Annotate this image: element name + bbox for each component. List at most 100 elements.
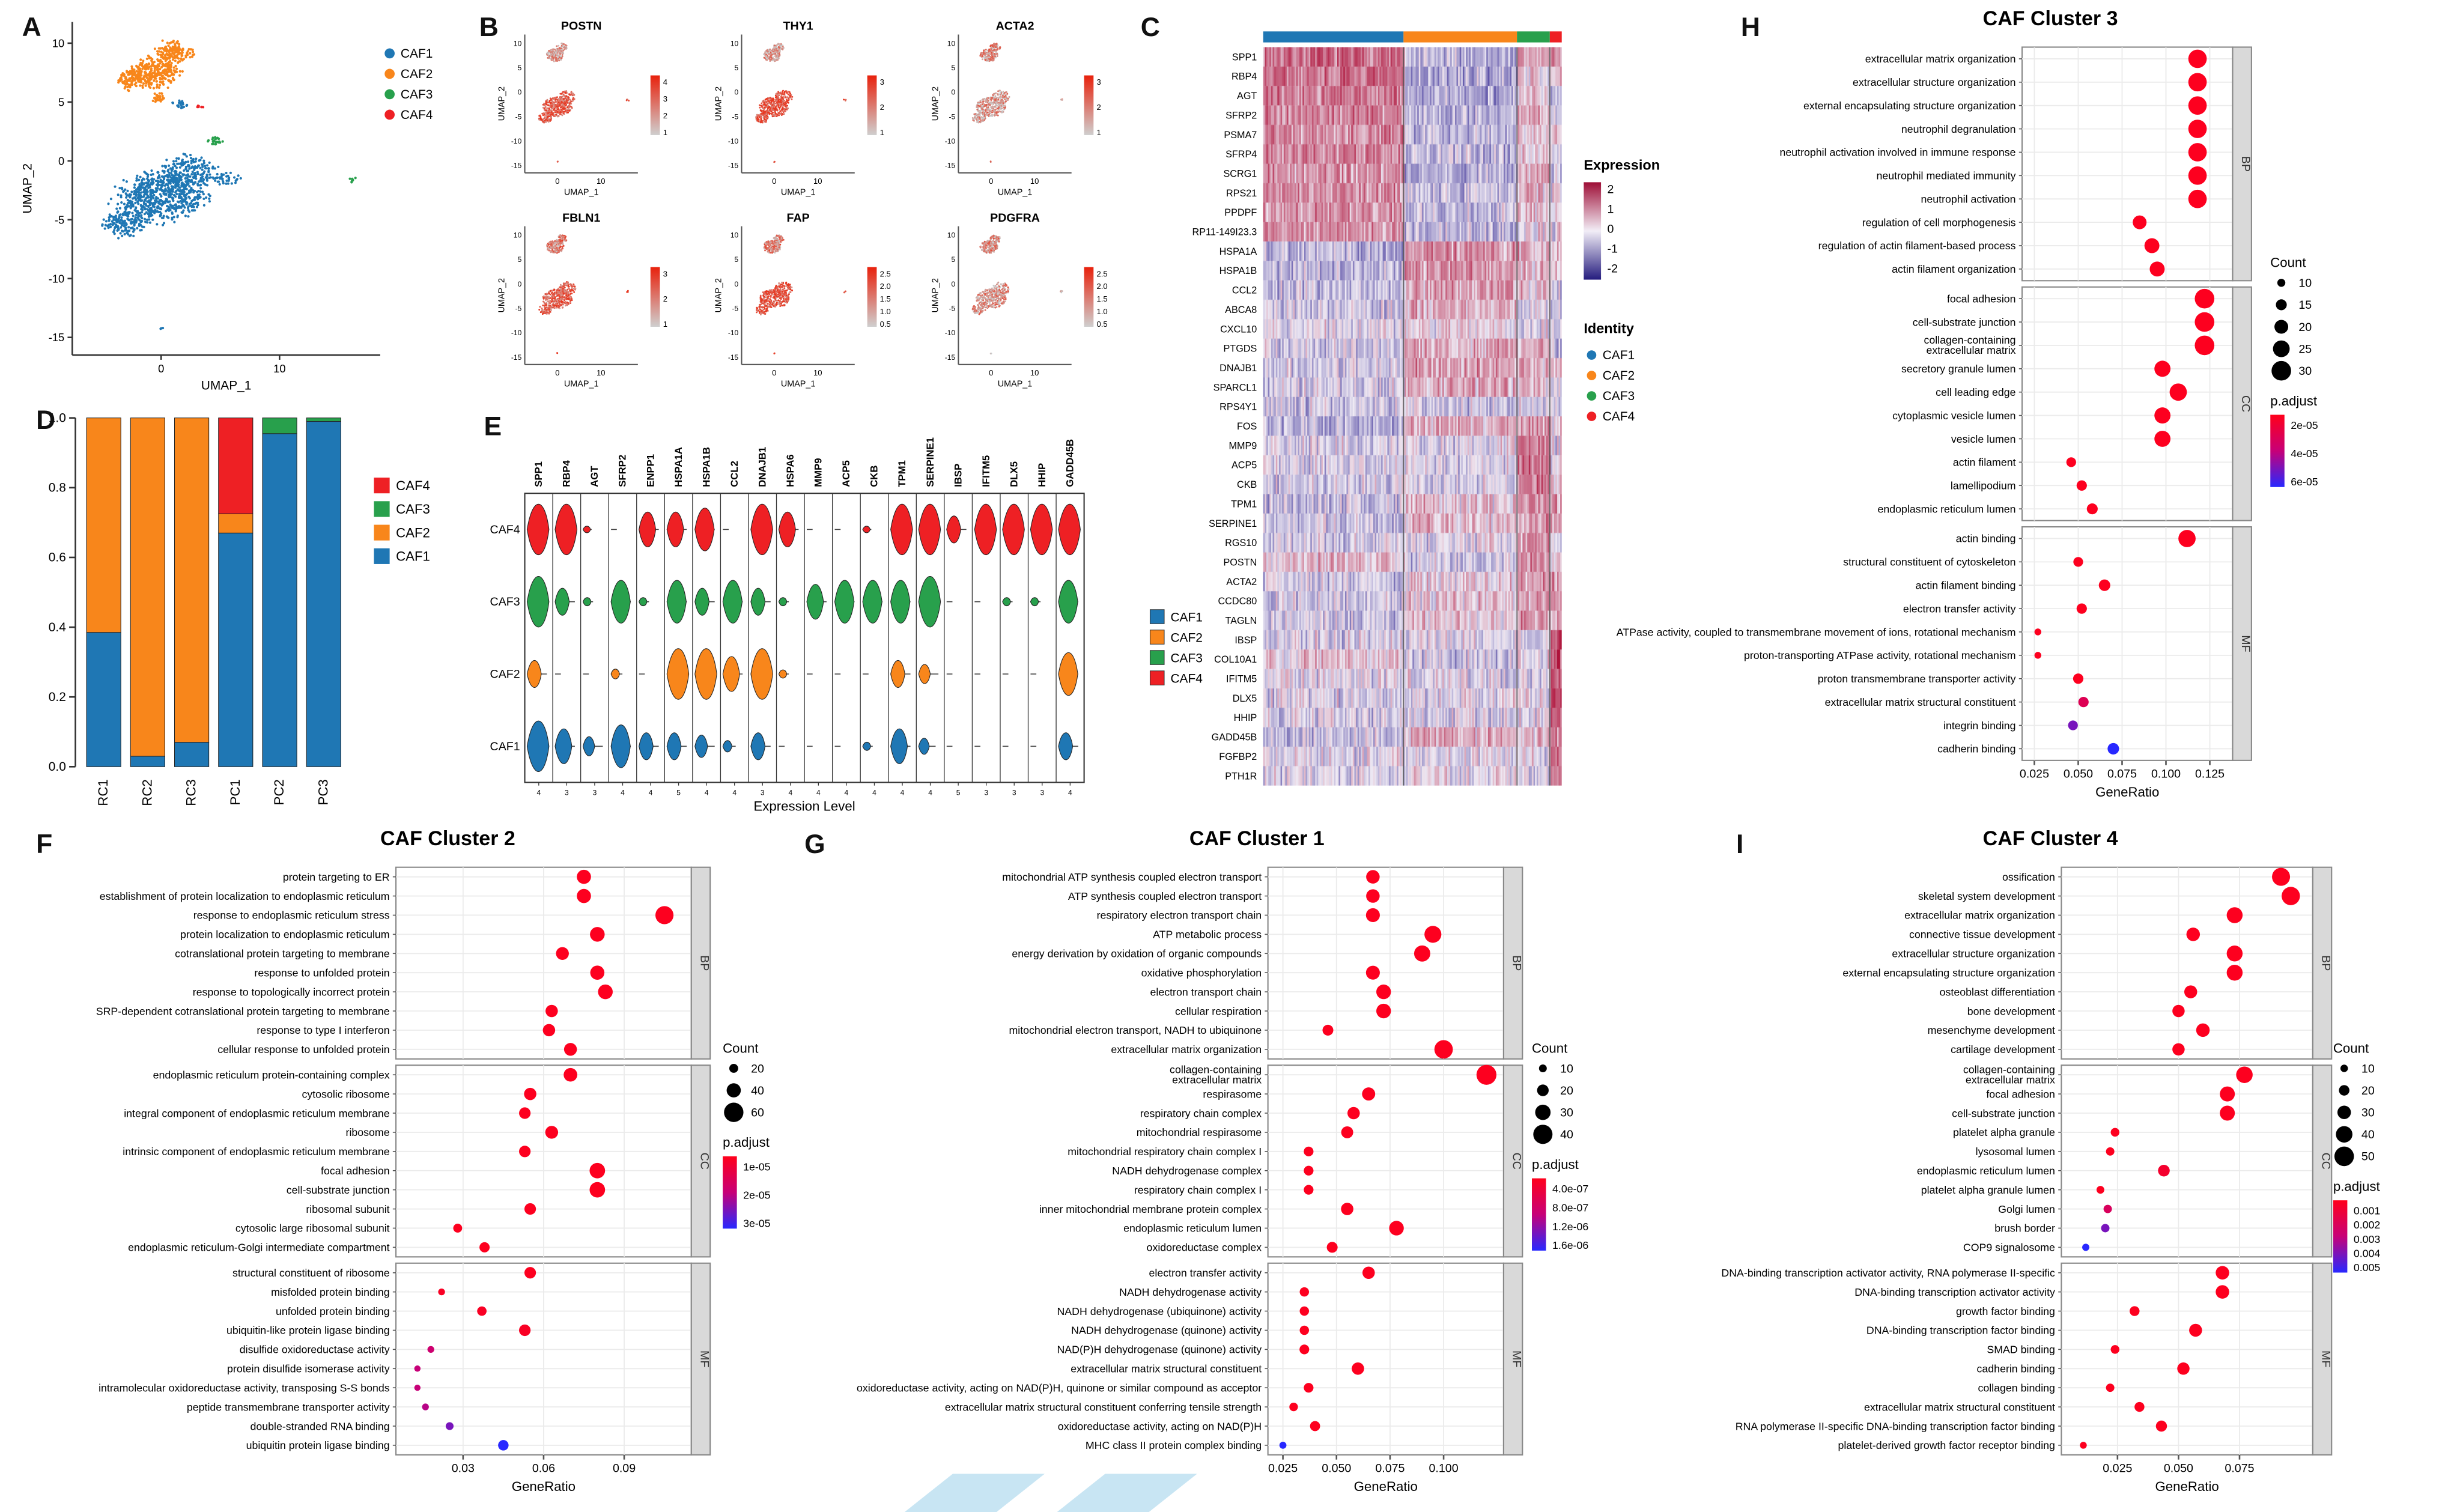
feature-point (574, 285, 576, 288)
label: -5 (515, 112, 522, 121)
feature-point (546, 114, 548, 115)
umap-point (134, 201, 137, 204)
umap-point (104, 223, 107, 226)
feature-point (780, 43, 782, 45)
x-axis-title: UMAP_1 (998, 187, 1033, 197)
umap-point (207, 171, 210, 174)
umap-point (193, 181, 196, 184)
feature-point (982, 100, 985, 103)
umap-point (141, 67, 144, 70)
feature-point (551, 249, 554, 251)
umap-point (102, 218, 105, 221)
label: 10 (813, 368, 822, 377)
umap-point (200, 105, 203, 109)
umap-point (213, 167, 216, 170)
feature-point (553, 106, 556, 108)
feature-point (780, 98, 782, 100)
feature-point (999, 92, 1001, 94)
feature-point (560, 42, 563, 44)
feature-point (564, 45, 566, 47)
feature-point (782, 111, 785, 114)
umap-point (128, 77, 131, 80)
umap-point (133, 71, 136, 74)
feature-point (772, 100, 774, 102)
umap-point (200, 163, 204, 166)
feature-point (556, 292, 557, 294)
umap-point (161, 223, 165, 226)
feature-colorbar (867, 75, 877, 135)
umap-point (166, 68, 169, 71)
feature-point (556, 45, 558, 47)
umap-point (138, 184, 141, 187)
umap-point (214, 177, 217, 180)
umap-point (143, 189, 146, 192)
feature-point (553, 101, 556, 103)
umap-point (138, 190, 141, 194)
feature-point (553, 247, 555, 249)
umap-point (174, 190, 177, 194)
feature-point (784, 96, 786, 97)
feature-point (987, 56, 989, 58)
feature-point (563, 96, 565, 97)
umap-point (119, 226, 123, 229)
umap-point (226, 182, 229, 185)
feature-point (773, 108, 774, 110)
feature-point (759, 104, 761, 106)
umap-point (145, 57, 148, 61)
umap-point (132, 197, 135, 200)
umap-point (150, 68, 153, 71)
umap-point (174, 208, 177, 211)
umap-point (130, 65, 133, 68)
feature-point (558, 47, 560, 49)
umap-point (160, 185, 163, 188)
feature-point (994, 55, 997, 58)
feature-point (560, 235, 563, 237)
feature-point (988, 111, 991, 113)
feature-point (995, 112, 998, 114)
feature-point (542, 103, 544, 106)
umap-point (156, 83, 159, 87)
label: -10 (511, 329, 522, 337)
feature-point (559, 295, 562, 297)
label: -15 (728, 353, 739, 362)
umap-point (127, 226, 130, 229)
umap-point (138, 178, 141, 181)
umap-point (180, 202, 183, 205)
umap-point (126, 83, 129, 86)
umap-point (165, 65, 168, 68)
feature-point (548, 296, 551, 299)
umap-point (151, 58, 154, 61)
umap-point (162, 180, 165, 183)
feature-point (571, 287, 573, 289)
umap-point (162, 222, 166, 225)
umap-point (165, 192, 168, 195)
umap-point (152, 178, 155, 181)
feature-point (563, 283, 565, 285)
umap-point (169, 188, 172, 191)
feature-point (559, 100, 562, 102)
feature-colorbar (650, 75, 660, 135)
feature-point (764, 116, 767, 118)
umap-point (147, 212, 150, 216)
label: -15 (511, 162, 522, 170)
feature-point (559, 98, 560, 100)
umap-point (160, 50, 163, 53)
umap-point (145, 196, 148, 199)
label: 5 (735, 255, 739, 264)
feature-point (771, 106, 774, 109)
feature-point (992, 108, 995, 111)
feature-point (553, 53, 556, 56)
umap-point (232, 176, 236, 179)
feature-point (769, 99, 771, 100)
umap-point (124, 213, 127, 216)
feature-point (555, 293, 557, 296)
feature-title: ACTA2 (996, 20, 1034, 33)
umap-point (205, 173, 208, 177)
umap-point (175, 54, 178, 57)
umap-point (189, 56, 192, 59)
umap-point (186, 177, 189, 180)
umap-point (173, 174, 176, 177)
umap-point (153, 79, 156, 82)
umap-point (140, 186, 143, 189)
umap-point (123, 232, 126, 235)
